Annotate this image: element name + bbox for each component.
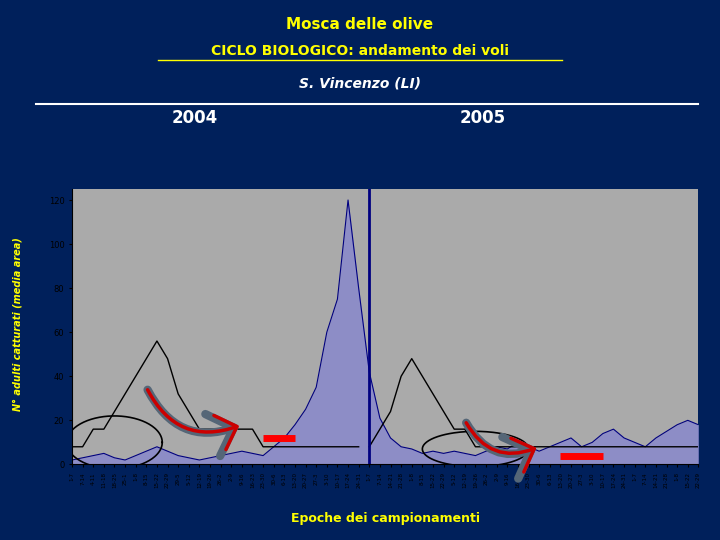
Text: CICLO BIOLOGICO: andamento dei voli: CICLO BIOLOGICO: andamento dei voli bbox=[211, 44, 509, 58]
Text: N° adulti catturati (media area): N° adulti catturati (media area) bbox=[13, 237, 23, 411]
Text: Mosca delle olive: Mosca delle olive bbox=[287, 17, 433, 32]
Text: S. Vincenzo (LI): S. Vincenzo (LI) bbox=[299, 77, 421, 91]
Text: 2005: 2005 bbox=[459, 109, 505, 127]
Text: 2004: 2004 bbox=[171, 109, 217, 127]
Text: Epoche dei campionamenti: Epoche dei campionamenti bbox=[291, 512, 480, 525]
